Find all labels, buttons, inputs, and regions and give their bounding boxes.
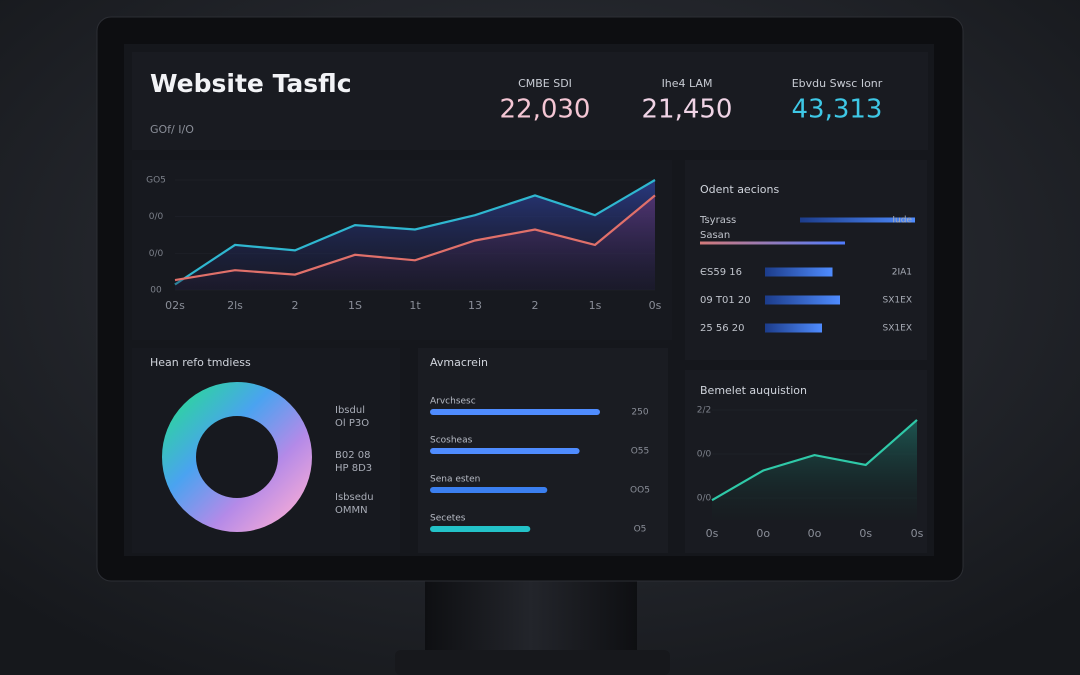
row-value: 250 — [631, 408, 648, 418]
kpi-value: 43,313 — [792, 95, 883, 125]
line — [174, 194, 656, 282]
kpi-label: Ihe4 LAM — [662, 77, 713, 90]
x-tick-label: 1s — [589, 299, 602, 312]
line — [174, 179, 656, 286]
header-panel — [132, 52, 928, 150]
y-tick-label: 2/2 — [697, 406, 711, 416]
row-value: OO5 — [630, 486, 650, 496]
row-label: ЄS59 16 — [700, 267, 742, 278]
row-label: Scosheas — [430, 436, 473, 446]
kpi-label: Ebvdu Swsc Ionr — [792, 77, 883, 90]
x-tick-label: 0s — [859, 527, 872, 540]
x-tick-label: 1t — [409, 299, 421, 312]
bar — [430, 409, 600, 415]
row-label: Sena esten — [430, 475, 480, 485]
x-tick-label: 0s — [911, 527, 924, 540]
bar — [765, 267, 833, 277]
y-tick-label: 00 — [150, 286, 162, 296]
panel-title: Hean refo tmdiess — [150, 356, 251, 369]
y-tick-label: 0/0 — [149, 249, 164, 259]
monitor-base — [395, 650, 670, 675]
x-tick-label: 0o — [756, 527, 770, 540]
x-tick-label: 0s — [649, 299, 662, 312]
area — [712, 419, 917, 520]
legend-text: HP 8D3 — [335, 463, 372, 474]
row-label: 25 56 20 — [700, 323, 745, 334]
legend-text: OMMN — [335, 505, 368, 516]
row-value: Iude — [892, 216, 912, 226]
x-tick-label: 0o — [808, 527, 822, 540]
bar — [430, 526, 531, 532]
y-tick-label: 0/0 — [697, 450, 712, 460]
monitor-neck — [425, 578, 637, 653]
kpi-label: CMBE SDI — [518, 77, 572, 90]
x-tick-label: 2ls — [227, 299, 243, 312]
panel-title: Bemelet auquistion — [700, 384, 807, 397]
kpi-value: 21,450 — [642, 95, 733, 125]
line — [711, 419, 918, 502]
row-value: SX1EX — [883, 296, 912, 306]
row-label: Secetes — [430, 514, 466, 524]
title: Website Tasflc — [150, 69, 352, 98]
y-tick-label: GO5 — [146, 176, 166, 186]
x-tick-label: 13 — [468, 299, 482, 312]
bar — [765, 323, 822, 333]
x-tick-label: 02s — [165, 299, 185, 312]
kpi-value: 22,030 — [500, 95, 591, 125]
legend-text: Isbsedu — [335, 492, 374, 503]
x-tick-label: 2 — [292, 299, 299, 312]
row-label: Tsyrass — [699, 215, 736, 226]
bar — [430, 448, 580, 454]
row-value: O55 — [631, 447, 650, 457]
panel-title: Odent aecions — [700, 183, 780, 196]
y-tick-label: 0/0 — [149, 212, 164, 222]
donut-ring — [162, 382, 312, 532]
row-value: SX1EX — [883, 324, 912, 334]
row-value: O5 — [634, 525, 647, 535]
bar — [430, 487, 548, 493]
area — [175, 195, 655, 290]
row-value: 2IA1 — [892, 268, 912, 278]
row-label: 09 T01 20 — [700, 295, 751, 306]
x-tick-label: 0s — [706, 527, 719, 540]
bar — [765, 295, 840, 305]
panel-title: Avmacrein — [430, 356, 488, 369]
bar — [700, 241, 845, 245]
y-tick-label: 0/0 — [697, 494, 712, 504]
bar — [800, 217, 915, 223]
x-tick-label: 1S — [348, 299, 362, 312]
legend-text: Ol P3O — [335, 418, 369, 429]
subtitle: GOf/ I/O — [150, 123, 194, 136]
row-label: Arvchsesc — [430, 397, 476, 407]
legend-text: Ibsdul — [335, 405, 365, 416]
legend-text: B02 08 — [335, 450, 371, 461]
row-label: Sasan — [700, 230, 730, 241]
x-tick-label: 2 — [532, 299, 539, 312]
